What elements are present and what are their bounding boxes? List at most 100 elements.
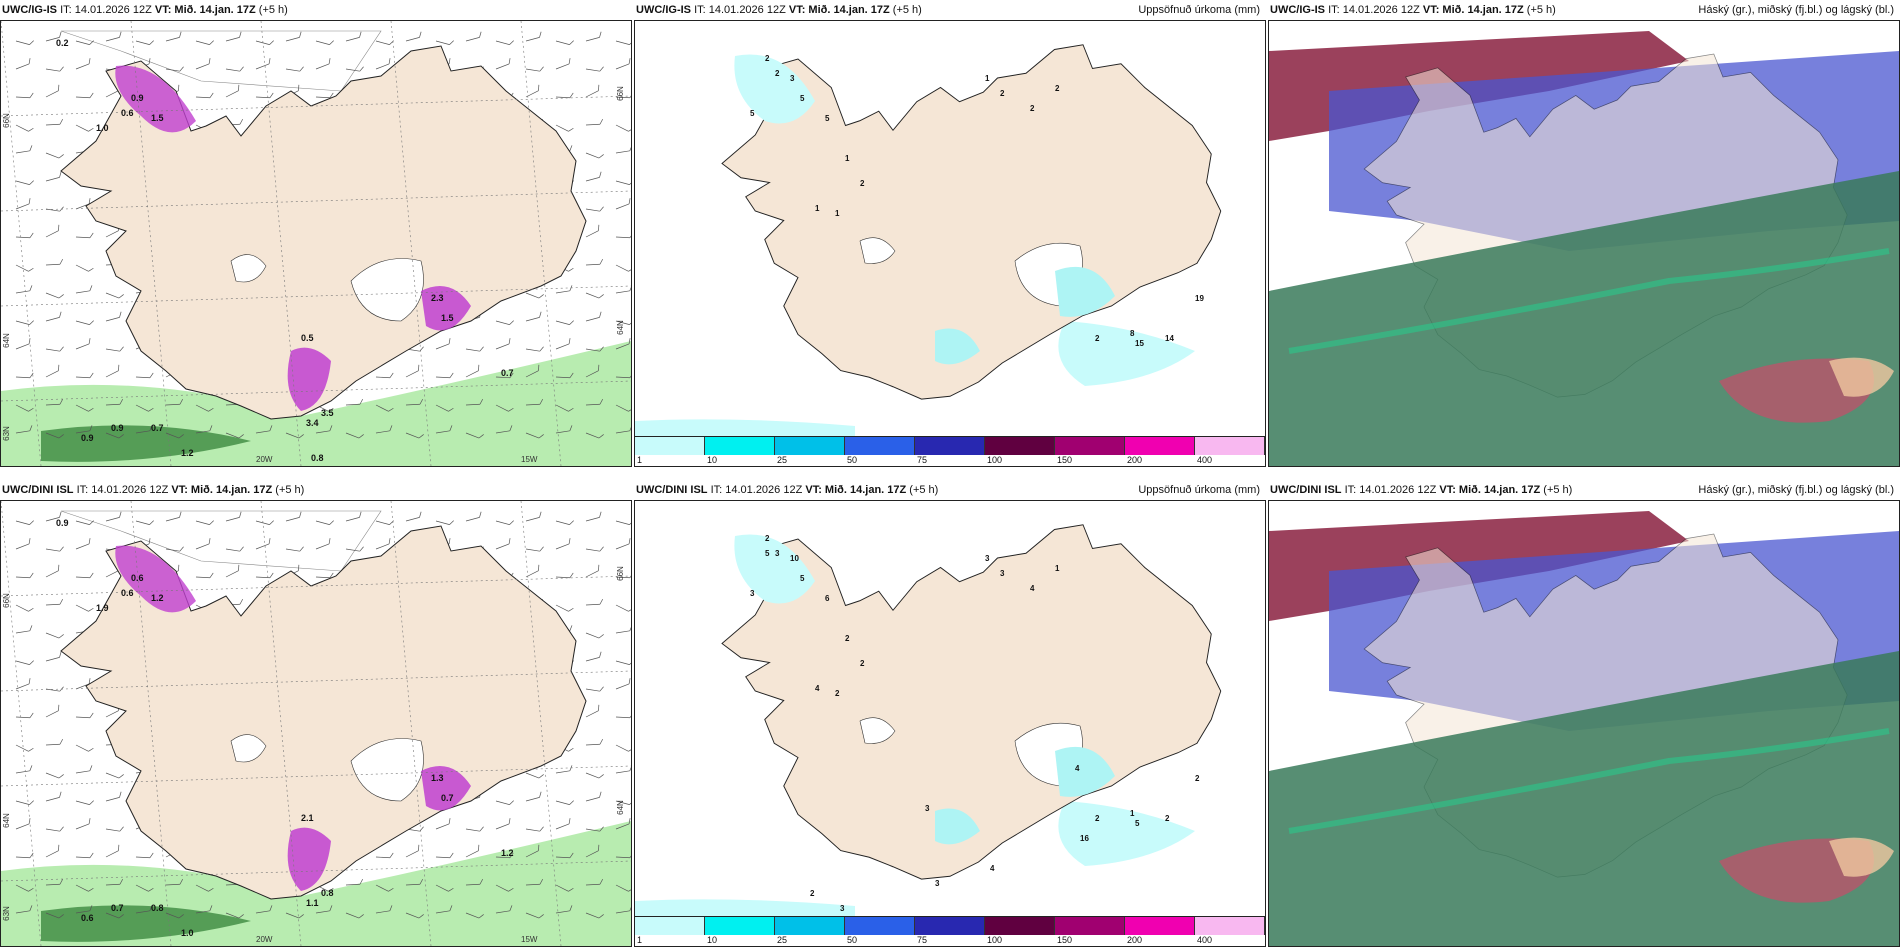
latitude-label: 66N — [1, 593, 11, 608]
precip-value-label: 1.0 — [181, 928, 194, 938]
precip-value-label: 3.4 — [306, 418, 319, 428]
precip-value-label: 2 — [810, 889, 815, 898]
wind-barb — [75, 372, 94, 379]
colorbar-tick: 50 — [847, 935, 858, 945]
wind-barb — [615, 660, 631, 665]
panel-header: UWC/DINI ISL IT: 14.01.2026 12Z VT: Mið.… — [636, 480, 1264, 500]
wind-barb — [525, 546, 544, 552]
wind-barb — [15, 660, 34, 665]
wind-barb — [15, 852, 34, 859]
colorbar-tick: 75 — [917, 935, 928, 945]
wind-barb — [525, 398, 544, 406]
wind-barb — [435, 372, 454, 379]
wind-barb — [555, 404, 574, 412]
precip-value-label: 2 — [775, 69, 780, 78]
wind-barb — [135, 40, 154, 45]
wind-barb — [105, 511, 122, 522]
lead-time: (+5 h) — [909, 484, 939, 496]
wind-barb — [555, 40, 574, 45]
latitude-label: 66N — [1, 113, 11, 128]
wind-barb — [555, 425, 573, 434]
colorbar-tick: 200 — [1127, 935, 1143, 945]
wind-barb — [15, 905, 33, 914]
wind-barb — [75, 884, 94, 892]
precip-value-label: 3 — [985, 554, 990, 563]
precip-cell — [115, 545, 196, 613]
valid-time: Mið. 14.jan. 17Z — [808, 4, 890, 16]
precip-colorbar: 1 10 25 50 75 100 150 200 400 — [635, 436, 1265, 466]
wind-barb — [615, 232, 631, 239]
precip-value-label: 3 — [935, 879, 940, 888]
wind-barb — [105, 791, 122, 802]
wind-barb — [615, 92, 631, 99]
init-time: IT: 14.01.2026 12Z — [710, 484, 803, 496]
wind-barb — [15, 800, 34, 805]
wind-barb — [45, 84, 60, 98]
precip-value-label: 1 — [815, 204, 820, 213]
wind-barb — [15, 404, 34, 412]
graticule-line — [1, 575, 631, 597]
precip-value-label: 3 — [750, 589, 755, 598]
wind-barb — [435, 40, 454, 45]
wind-barb — [135, 404, 154, 412]
wind-barb — [465, 844, 480, 858]
panel-header: UWC/DINI ISL IT: 14.01.2026 12Z VT: Mið.… — [1270, 480, 1898, 500]
wind-barb — [405, 432, 424, 439]
wind-barb — [75, 765, 93, 774]
cloud-map — [1269, 501, 1899, 946]
wind-barb — [465, 912, 484, 919]
wind-map: 0.90.61.91.20.62.11.30.70.81.11.21.00.60… — [1, 501, 631, 946]
wind-barb — [525, 364, 540, 378]
precip-value-label: 2 — [1095, 334, 1100, 343]
wind-barb — [75, 58, 91, 70]
wind-barb — [585, 311, 602, 322]
wind-barb — [345, 398, 364, 406]
wind-barb — [45, 66, 64, 72]
wind-barb — [615, 852, 631, 859]
wind-barb — [585, 31, 602, 42]
valid-time: Mið. 14.jan. 17Z — [824, 484, 907, 496]
map-panel-cloud: UWC/IG-IS IT: 14.01.2026 12Z VT: Mið. 14… — [1268, 0, 1900, 467]
colorbar-tick: 75 — [917, 455, 928, 465]
glacier — [230, 254, 267, 283]
wind-barb — [465, 432, 484, 439]
wind-barb — [495, 40, 514, 45]
precip-value-label: 1 — [835, 209, 840, 218]
longitude-label: 15W — [521, 455, 538, 464]
wind-barb — [15, 124, 34, 132]
panel-title-right: Uppsöfnuð úrkoma (mm) — [1138, 4, 1260, 16]
wind-map: 0.2 0.9 1.0 1.5 0.6 0.5 2.3 1.5 3.53.4 0.7 1.2 0.9 0… — [1, 21, 631, 466]
wind-barb — [45, 704, 60, 718]
wind-barb — [615, 285, 631, 294]
wind-barb — [585, 432, 604, 439]
wind-barb — [555, 92, 574, 99]
wind-barb — [615, 678, 631, 690]
wind-barb — [555, 58, 571, 70]
map-panel-precip: UWC/IG-IS IT: 14.01.2026 12Z VT: Mið. 14… — [634, 0, 1266, 467]
precip-cell — [287, 827, 331, 891]
wind-barb — [15, 712, 34, 719]
precip-value-label: 1.2 — [151, 593, 164, 603]
map-panel-cloud: UWC/DINI ISL IT: 14.01.2026 12Z VT: Mið.… — [1268, 480, 1900, 947]
wind-barb — [585, 364, 600, 378]
graticule-line — [1, 765, 631, 787]
colorbar-cell — [1125, 917, 1195, 935]
wind-barb — [495, 520, 514, 525]
lead-time: (+5 h) — [258, 4, 288, 16]
wind-barb — [315, 92, 334, 99]
precip-area — [935, 808, 980, 845]
wind-barb — [45, 364, 60, 378]
colorbar-cell — [775, 917, 845, 935]
wind-barb — [375, 538, 391, 550]
wind-barb — [285, 66, 304, 72]
precip-value-label: 1.9 — [96, 603, 109, 613]
colorbar-cell — [635, 917, 705, 935]
glacier — [350, 258, 424, 322]
wind-barb — [585, 826, 604, 832]
wind-barb — [285, 31, 302, 42]
wind-barb — [45, 258, 64, 266]
precip-value-label: 2 — [845, 634, 850, 643]
wind-barb — [345, 878, 364, 886]
sea-precip — [635, 899, 855, 921]
wind-barb — [15, 604, 34, 612]
